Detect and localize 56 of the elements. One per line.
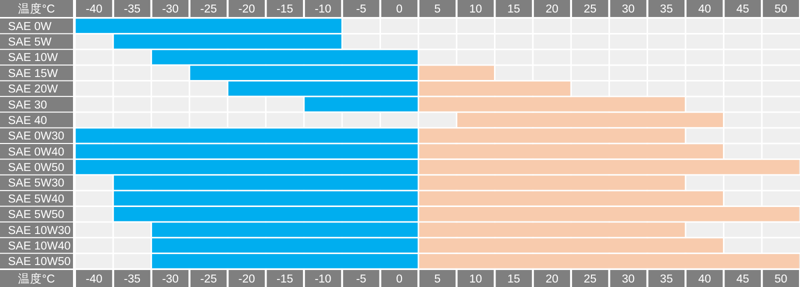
x2-tick-label: -25: [200, 274, 217, 286]
x2-tick-label: 10: [469, 274, 482, 286]
y-tick-label: SAE 0W50: [8, 162, 64, 174]
x2-tick-label: 20: [546, 274, 558, 286]
x2-tick-label: 0: [396, 274, 403, 286]
x-tick-label: 40: [698, 4, 712, 16]
x-tick-label: 10: [469, 4, 482, 16]
x-tick-label: -30: [162, 4, 179, 16]
x2-tick-label: 30: [622, 274, 635, 286]
x-axis-title: 温度°C: [18, 272, 55, 286]
x2-tick-label: -20: [238, 274, 256, 286]
x-tick-label: 20: [546, 4, 558, 16]
x-tick-label: -35: [124, 4, 141, 16]
x2-tick-label: 40: [698, 274, 712, 286]
x-tick-label: 45: [736, 4, 750, 16]
x-tick-label: -25: [200, 4, 217, 16]
y-tick-label: SAE 0W: [8, 20, 52, 33]
x2-axis-title: 温度°C: [18, 2, 55, 16]
x2-tick-label: -35: [124, 274, 141, 286]
y-tick-label: SAE 0W30: [8, 130, 64, 143]
x-tick-label: 30: [622, 4, 635, 16]
y-tick-label: SAE 10W50: [8, 256, 71, 268]
x-tick-label: 25: [584, 4, 597, 16]
x-tick-label: -10: [314, 4, 332, 16]
y-tick-label: SAE 10W: [8, 52, 58, 64]
y-tick-label: SAE 15W: [8, 68, 58, 80]
y-tick-label: SAE 30: [8, 99, 47, 112]
y-tick-label: SAE 20W: [8, 84, 58, 96]
x2-tick-label: 45: [736, 274, 750, 286]
x2-tick-label: 25: [584, 274, 597, 286]
x-tick-label: 50: [774, 4, 788, 16]
x-tick-label: -5: [356, 4, 366, 16]
x2-tick-label: -10: [314, 274, 332, 286]
y-tick-label: SAE 0W40: [8, 146, 64, 158]
y-tick-label: SAE 5W50: [8, 209, 64, 222]
y-tick-label: SAE 10W30: [8, 224, 71, 237]
x2-tick-label: 50: [774, 274, 788, 286]
x-tick-label: -20: [238, 4, 256, 16]
x2-tick-label: -30: [162, 274, 179, 286]
x2-tick-label: -15: [276, 274, 294, 286]
x2-tick-label: -5: [356, 274, 366, 286]
y-tick-label: SAE 40: [8, 114, 47, 127]
x-tick-label: -40: [86, 4, 102, 16]
y-tick-label: SAE 5W: [8, 36, 52, 49]
x-tick-label: 0: [396, 4, 403, 16]
y-tick-label: SAE 5W30: [8, 178, 64, 190]
y-tick-label: SAE 10W40: [8, 240, 71, 252]
x2-tick-label: 35: [660, 274, 673, 286]
x-tick-label: 15: [507, 4, 520, 16]
x-tick-label: 35: [660, 4, 673, 16]
x2-tick-label: 5: [434, 274, 441, 286]
x2-tick-label: 15: [507, 274, 520, 286]
x2-tick-label: -40: [86, 274, 102, 286]
y-tick-label: SAE 5W40: [8, 193, 64, 206]
x-tick-label: -15: [276, 4, 294, 16]
x-tick-label: 5: [434, 4, 441, 16]
